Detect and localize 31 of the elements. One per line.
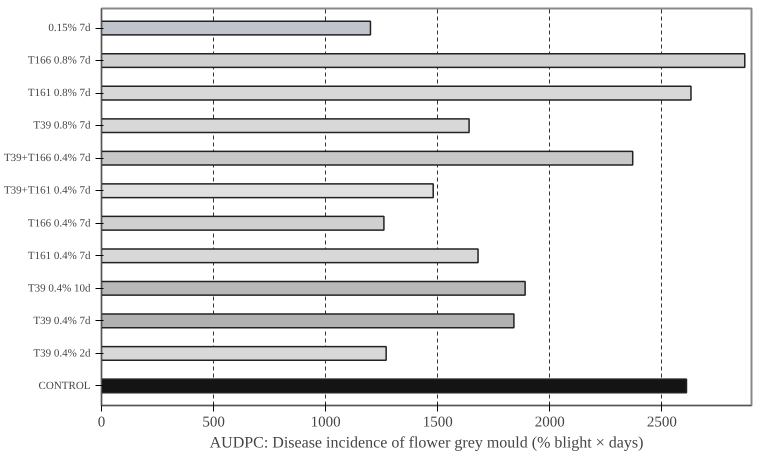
x-tick-label: 1500 [422,414,453,430]
bar [102,183,434,198]
y-tick-label: CONTROL [38,380,91,392]
bar [102,313,515,328]
y-tick-label: T161 0.4% 7d [28,250,91,262]
bar [102,150,634,166]
y-tick-label: T39 0.4% 10d [28,282,91,294]
x-tick-label: 1000 [310,414,341,430]
bar [102,346,387,362]
y-tick-label: 0.15% 7d [48,22,91,34]
bar [102,248,479,264]
y-tick-label: T39 0.4% 7d [33,314,91,327]
bar [102,216,385,231]
y-tick-label: T39 0.4% 2d [33,347,91,360]
x-axis-title: AUDPC: Disease incidence of flower grey mould (% blight × days) [210,434,644,452]
bar [102,280,526,296]
x-tick-label: 2000 [534,414,565,430]
y-tick-label: T39+T161 0.4% 7d [4,184,91,197]
bar [102,20,372,36]
bar [102,86,692,101]
y-tick-label: T39 0.8% 7d [33,120,91,132]
y-tick-label: T161 0.8% 7d [28,87,91,100]
x-tick-label: 0 [98,414,106,430]
bar [102,52,746,68]
bar [102,378,688,394]
y-tick-label: T166 0.4% 7d [28,217,91,230]
y-tick-label: T39+T166 0.4% 7d [4,152,91,164]
x-tick-label: 500 [202,414,225,430]
y-tick-label: T166 0.8% 7d [28,54,91,67]
bar [102,118,470,134]
x-tick-label: 2500 [646,414,677,430]
